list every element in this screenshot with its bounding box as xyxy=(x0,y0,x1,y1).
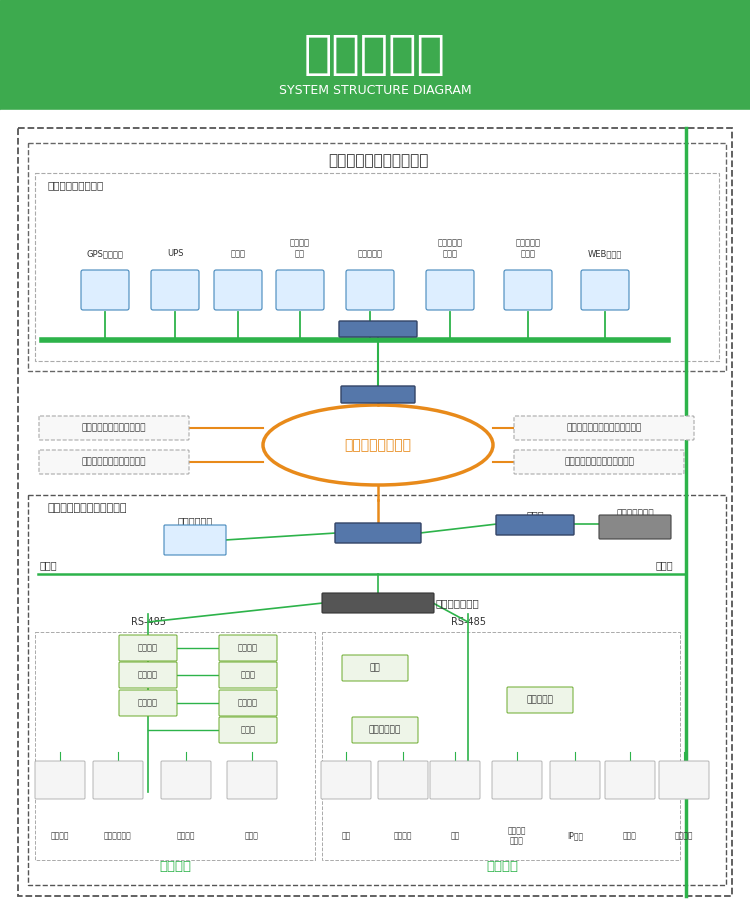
Bar xyxy=(0,0,750,110)
Text: 信号采集器: 信号采集器 xyxy=(526,695,554,704)
FancyBboxPatch shape xyxy=(276,270,324,310)
Text: 配套区变配电智能监控系统: 配套区变配电智能监控系统 xyxy=(82,457,146,466)
FancyBboxPatch shape xyxy=(219,690,277,716)
Bar xyxy=(322,632,680,860)
Bar xyxy=(0,110,750,911)
Text: 智能通信管理机: 智能通信管理机 xyxy=(436,598,480,608)
FancyBboxPatch shape xyxy=(339,321,417,337)
Text: 智能空调
控制器: 智能空调 控制器 xyxy=(508,826,526,845)
Text: 环境监控: 环境监控 xyxy=(486,859,518,873)
FancyBboxPatch shape xyxy=(335,523,421,543)
FancyBboxPatch shape xyxy=(81,270,129,310)
Text: 测量仪表: 测量仪表 xyxy=(138,699,158,708)
FancyBboxPatch shape xyxy=(93,761,143,799)
Text: 交换机: 交换机 xyxy=(526,510,544,520)
FancyBboxPatch shape xyxy=(219,717,277,743)
FancyBboxPatch shape xyxy=(321,761,371,799)
FancyBboxPatch shape xyxy=(514,416,694,440)
FancyBboxPatch shape xyxy=(599,515,671,539)
Text: 数据服务器
（备）: 数据服务器 （备） xyxy=(515,239,541,258)
Bar xyxy=(28,495,726,885)
Text: 门禁: 门禁 xyxy=(370,663,380,672)
FancyBboxPatch shape xyxy=(514,450,684,474)
Text: 红外双鉴: 红外双鉴 xyxy=(394,832,412,841)
Text: 测量仪表: 测量仪表 xyxy=(177,832,195,841)
Text: 摄像机: 摄像机 xyxy=(623,832,637,841)
FancyBboxPatch shape xyxy=(322,593,434,613)
FancyBboxPatch shape xyxy=(659,761,709,799)
FancyBboxPatch shape xyxy=(161,761,211,799)
FancyBboxPatch shape xyxy=(119,635,177,661)
Bar xyxy=(28,143,726,371)
FancyBboxPatch shape xyxy=(219,635,277,661)
Text: IP电话: IP电话 xyxy=(567,832,583,841)
Text: 无功补偿: 无功补偿 xyxy=(238,699,258,708)
FancyBboxPatch shape xyxy=(605,761,655,799)
Text: 烟感: 烟感 xyxy=(450,832,460,841)
FancyBboxPatch shape xyxy=(214,270,262,310)
Text: 温控仪: 温控仪 xyxy=(241,670,256,680)
Text: 数据服务器
（主）: 数据服务器 （主） xyxy=(437,239,463,258)
Text: 测量仪表: 测量仪表 xyxy=(138,670,158,680)
Text: 工程师工
作站: 工程师工 作站 xyxy=(290,239,310,258)
Text: 打印机: 打印机 xyxy=(230,249,245,258)
FancyBboxPatch shape xyxy=(227,761,277,799)
Text: UPS: UPS xyxy=(166,249,183,258)
FancyBboxPatch shape xyxy=(550,761,600,799)
FancyBboxPatch shape xyxy=(39,416,189,440)
FancyBboxPatch shape xyxy=(341,386,415,403)
Text: WEB服务器: WEB服务器 xyxy=(588,249,622,258)
Text: 综合交通区变配电智能监控系统: 综合交通区变配电智能监控系统 xyxy=(566,424,641,433)
Text: RS-485: RS-485 xyxy=(451,617,485,627)
FancyBboxPatch shape xyxy=(492,761,542,799)
Text: 变配电智能监控中心: 变配电智能监控中心 xyxy=(48,180,104,190)
Text: RS-485: RS-485 xyxy=(130,617,166,627)
FancyBboxPatch shape xyxy=(119,662,177,688)
Text: 以太网: 以太网 xyxy=(656,560,674,570)
FancyBboxPatch shape xyxy=(342,655,408,681)
Text: 测量仪表: 测量仪表 xyxy=(138,643,158,652)
Bar xyxy=(18,128,732,896)
FancyBboxPatch shape xyxy=(430,761,480,799)
Text: 温湿度传感器: 温湿度传感器 xyxy=(369,725,401,734)
Text: 以太网: 以太网 xyxy=(40,560,58,570)
Text: 光纤快速冗余环网: 光纤快速冗余环网 xyxy=(344,438,412,452)
FancyBboxPatch shape xyxy=(352,717,418,743)
FancyBboxPatch shape xyxy=(581,270,629,310)
Text: 系统结构图: 系统结构图 xyxy=(304,34,446,78)
FancyBboxPatch shape xyxy=(164,525,226,555)
FancyBboxPatch shape xyxy=(151,270,199,310)
FancyBboxPatch shape xyxy=(378,761,428,799)
Text: 机场变配电智能监控系统: 机场变配电智能监控系统 xyxy=(328,153,428,169)
Text: 直流屏: 直流屏 xyxy=(245,832,259,841)
Text: 保护装置: 保护装置 xyxy=(51,832,69,841)
FancyBboxPatch shape xyxy=(35,761,85,799)
FancyBboxPatch shape xyxy=(496,515,574,535)
Text: GPS卫星校时: GPS卫星校时 xyxy=(86,249,124,258)
Text: 航站区变配电智能监控系统: 航站区变配电智能监控系统 xyxy=(48,503,128,513)
Bar xyxy=(35,173,719,361)
Text: 智能照明: 智能照明 xyxy=(675,832,693,841)
Text: 水浸: 水浸 xyxy=(341,832,350,841)
FancyBboxPatch shape xyxy=(426,270,474,310)
FancyBboxPatch shape xyxy=(507,687,573,713)
Text: 电能质量装置: 电能质量装置 xyxy=(104,832,132,841)
Bar xyxy=(35,632,315,860)
Text: 直流屏: 直流屏 xyxy=(241,725,256,734)
Text: 网络硬盘录像机: 网络硬盘录像机 xyxy=(616,509,654,518)
Text: 发电机组: 发电机组 xyxy=(238,643,258,652)
FancyBboxPatch shape xyxy=(119,690,177,716)
Text: 本地监控主机: 本地监控主机 xyxy=(177,516,213,526)
Text: SYSTEM STRUCTURE DIAGRAM: SYSTEM STRUCTURE DIAGRAM xyxy=(279,84,471,97)
Text: 飞行区变配电智能监控系统: 飞行区变配电智能监控系统 xyxy=(82,424,146,433)
FancyBboxPatch shape xyxy=(39,450,189,474)
FancyBboxPatch shape xyxy=(346,270,394,310)
FancyBboxPatch shape xyxy=(219,662,277,688)
Text: 监控工作站: 监控工作站 xyxy=(358,249,382,258)
Text: 电力监控: 电力监控 xyxy=(159,859,191,873)
Text: 产业园区变配电智能监控系统: 产业园区变配电智能监控系统 xyxy=(564,457,634,466)
FancyBboxPatch shape xyxy=(504,270,552,310)
